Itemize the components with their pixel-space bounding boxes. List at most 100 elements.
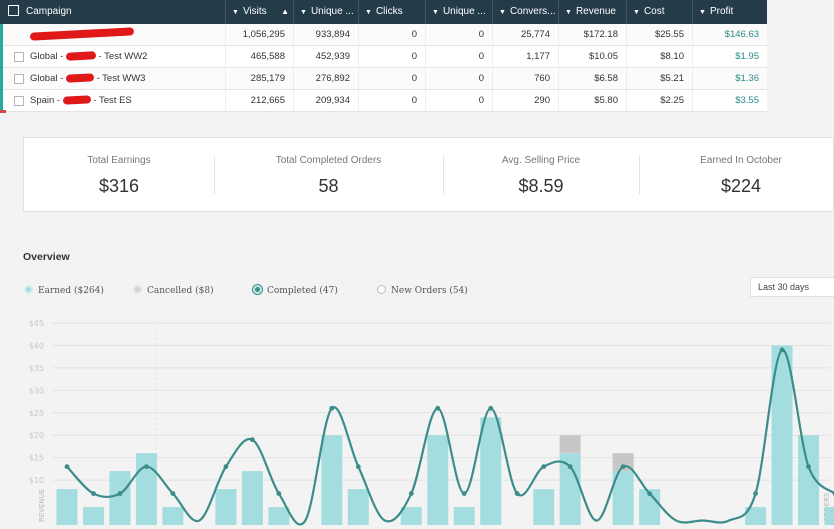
cell-revenue: $172.18 (558, 24, 626, 46)
table-row[interactable]: Global - - Test WW2 465,588 452,939 0 0 … (0, 46, 767, 68)
earned-bar (82, 507, 104, 525)
overview-chart: $45 $40 $35 $30 $25 $20 $15 $10 REVENUE ORDERS (0, 310, 834, 529)
cell-revenue: $5.80 (558, 90, 626, 112)
cell-visits: 212,665 (225, 90, 293, 112)
filter-icon[interactable]: ▼ (365, 9, 372, 16)
cell-conversions: 25,774 (492, 24, 558, 46)
stat-value: $8.59 (518, 176, 564, 196)
table-row[interactable]: Spain - - Test ES 212,665 209,934 0 0 29… (0, 90, 767, 112)
y-tick-label: $30 (29, 386, 44, 395)
row-checkbox[interactable] (14, 96, 24, 106)
filter-icon[interactable]: ▼ (499, 9, 506, 16)
completed-point (329, 405, 335, 411)
cell-conversions: 760 (492, 68, 558, 90)
earned-bar (215, 489, 237, 525)
table-row[interactable]: Global - - Test WW3 285,179 276,892 0 0 … (0, 68, 767, 90)
column-header-campaign[interactable]: Campaign (0, 0, 225, 24)
campaign-name[interactable]: Global - - Test WW2 (30, 51, 148, 62)
earned-bar (533, 489, 555, 525)
stat-value: $316 (98, 176, 140, 196)
filter-icon[interactable]: ▼ (699, 9, 706, 16)
legend-cancelled[interactable]: Cancelled ($8) (133, 285, 214, 296)
earned-bar (612, 471, 634, 525)
stat-label: Total Completed Orders (275, 155, 382, 166)
column-header-clicks[interactable]: ▼ Clicks (358, 0, 425, 24)
column-header-cost[interactable]: ▼ Cost (626, 0, 692, 24)
row-checkbox[interactable] (14, 52, 24, 62)
earned-bar (268, 507, 290, 525)
stat-total-earnings: Total Earnings $316 (24, 138, 214, 211)
y-tick-label: $45 (29, 319, 44, 328)
earned-bar (56, 489, 78, 525)
completed-point (117, 491, 123, 496)
row-marker (0, 90, 3, 112)
filter-icon[interactable]: ▼ (565, 9, 572, 16)
cell-profit: $3.55 (692, 90, 767, 112)
row-checkbox[interactable] (14, 74, 24, 84)
completed-point (170, 491, 176, 496)
campaign-name[interactable]: Global - - Test WW3 (30, 73, 146, 84)
completed-point (461, 491, 467, 496)
completed-point (355, 464, 361, 470)
earned-bar (771, 345, 793, 525)
cell-visits: 1,056,295 (225, 24, 293, 46)
y-tick-label: $10 (29, 476, 44, 485)
stat-divider (214, 156, 215, 194)
overview-chart-svg: $45 $40 $35 $30 $25 $20 $15 $10 REVENUE ORDERS (29, 319, 834, 526)
redaction-mark (62, 95, 91, 106)
completed-point (779, 347, 785, 353)
column-header-unique-clicks[interactable]: ▼ Unique ... (425, 0, 492, 24)
completed-point (435, 405, 441, 411)
filter-icon[interactable]: ▼ (300, 9, 307, 16)
campaign-name[interactable]: Spain - - Test ES (30, 95, 132, 106)
cell-clicks: 0 (358, 46, 425, 68)
completed-point (276, 491, 282, 496)
y-tick-label: $20 (29, 431, 44, 440)
stat-label: Avg. Selling Price (501, 155, 581, 166)
cell-cost: $25.55 (626, 24, 692, 46)
column-header-unique-visits[interactable]: ▼ Unique ... (293, 0, 358, 24)
date-range-select[interactable]: Last 30 days (750, 277, 834, 297)
filter-icon[interactable]: ▼ (232, 9, 239, 16)
cell-visits: 285,179 (225, 68, 293, 90)
column-header-visits[interactable]: ▼ Visits ▲ (225, 0, 293, 24)
earned-bar (162, 507, 184, 525)
cell-clicks: 0 (358, 24, 425, 46)
select-all-checkbox[interactable] (8, 4, 19, 16)
sort-ascending-icon[interactable]: ▲ (281, 7, 289, 16)
earned-bar (347, 489, 369, 525)
completed-point (64, 464, 70, 470)
redaction-mark (65, 73, 95, 84)
legend-new-orders[interactable]: New Orders (54) (377, 285, 468, 296)
completed-point (620, 464, 626, 470)
table-row[interactable]: 1,056,295 933,894 0 0 25,774 $172.18 $25… (0, 24, 767, 46)
legend-completed[interactable]: Completed (47) (253, 285, 338, 296)
completed-line (66, 348, 834, 526)
cell-profit: $146.63 (692, 24, 767, 46)
stat-divider (443, 156, 444, 194)
cell-unique-clicks: 0 (425, 46, 492, 68)
cell-unique-visits: 933,894 (293, 24, 358, 46)
stat-label: Total Earnings (87, 155, 151, 166)
completed-point (567, 464, 573, 470)
legend-earned[interactable]: Earned ($264) (24, 285, 104, 296)
column-header-conversions[interactable]: ▼ Convers... (492, 0, 558, 24)
column-header-profit[interactable]: ▼ Profit (692, 0, 767, 24)
filter-icon[interactable]: ▼ (432, 9, 439, 16)
y-tick-label: $25 (29, 409, 44, 418)
cell-revenue: $10.05 (558, 46, 626, 68)
y-tick-label: $40 (29, 341, 44, 350)
stat-earned-in-october: Earned In October $224 (639, 138, 834, 211)
cell-profit: $1.36 (692, 68, 767, 90)
stat-label: Earned In October (700, 155, 782, 166)
completed-point (249, 437, 255, 443)
redaction-mark (29, 27, 135, 42)
column-header-revenue[interactable]: ▼ Revenue (558, 0, 626, 24)
earned-bar (480, 417, 502, 525)
row-marker (0, 68, 3, 90)
overview-title: Overview (23, 251, 70, 263)
filter-icon[interactable]: ▼ (633, 9, 640, 16)
campaign-name[interactable] (29, 24, 224, 46)
cell-revenue: $6.58 (558, 68, 626, 90)
legend-dot-icon (133, 285, 142, 294)
